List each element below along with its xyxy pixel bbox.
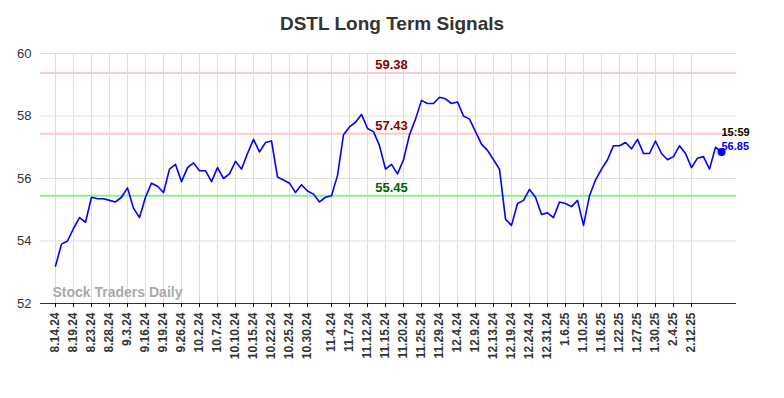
svg-text:59.38: 59.38 xyxy=(375,57,408,72)
svg-text:1.16.25: 1.16.25 xyxy=(594,312,608,352)
svg-text:60: 60 xyxy=(17,46,31,61)
svg-text:1.30.25: 1.30.25 xyxy=(648,312,662,352)
svg-text:11.15.24: 11.15.24 xyxy=(378,312,392,358)
svg-text:12.9.24: 12.9.24 xyxy=(468,312,482,352)
svg-text:10.15.24: 10.15.24 xyxy=(246,312,260,359)
svg-text:11.12.24: 11.12.24 xyxy=(360,312,374,358)
svg-text:1.22.25: 1.22.25 xyxy=(612,312,626,352)
svg-text:11.4.24: 11.4.24 xyxy=(324,312,338,352)
svg-text:11.20.24: 11.20.24 xyxy=(396,312,410,358)
html-text:DSTL Long Term Signals: DSTL Long Term Signals xyxy=(279,13,505,34)
svg-text:1.10.25: 1.10.25 xyxy=(576,312,590,352)
svg-text:11.25.24: 11.25.24 xyxy=(414,312,428,358)
svg-text:11.29.24: 11.29.24 xyxy=(432,312,446,358)
svg-text:11.7.24: 11.7.24 xyxy=(342,312,356,352)
svg-text:9.26.24: 9.26.24 xyxy=(174,312,188,352)
svg-text:12.31.24: 12.31.24 xyxy=(540,312,554,359)
svg-text:1.6.25: 1.6.25 xyxy=(558,312,572,346)
svg-text:12.19.24: 12.19.24 xyxy=(504,312,518,359)
svg-text:1.27.25: 1.27.25 xyxy=(630,312,644,352)
svg-text:10.7.24: 10.7.24 xyxy=(210,312,224,352)
svg-text:2.4.25: 2.4.25 xyxy=(666,312,680,346)
svg-text:12.4.24: 12.4.24 xyxy=(450,312,464,352)
svg-text:10.10.24: 10.10.24 xyxy=(228,312,242,359)
svg-text:9.19.24: 9.19.24 xyxy=(156,312,170,352)
svg-text:8.23.24: 8.23.24 xyxy=(84,312,98,352)
svg-text:9.3.24: 9.3.24 xyxy=(120,312,134,346)
svg-text:10.25.24: 10.25.24 xyxy=(282,312,296,359)
svg-text:58: 58 xyxy=(17,108,31,123)
svg-text:10.2.24: 10.2.24 xyxy=(192,312,206,352)
svg-text:9.16.24: 9.16.24 xyxy=(138,312,152,352)
svg-text:55.45: 55.45 xyxy=(375,180,408,195)
svg-text:12.13.24: 12.13.24 xyxy=(486,312,500,359)
svg-text:10.22.24: 10.22.24 xyxy=(264,312,278,359)
svg-text:54: 54 xyxy=(17,233,31,248)
svg-text:12.24.24: 12.24.24 xyxy=(522,312,536,359)
svg-text:57.43: 57.43 xyxy=(375,118,408,133)
svg-text:8.19.24: 8.19.24 xyxy=(66,312,80,352)
svg-text:10.30.24: 10.30.24 xyxy=(300,312,314,359)
svg-text:15:59: 15:59 xyxy=(722,126,750,138)
svg-text:Stock Traders Daily: Stock Traders Daily xyxy=(53,284,183,300)
svg-text:8.28.24: 8.28.24 xyxy=(102,312,116,352)
svg-text:56: 56 xyxy=(17,171,31,186)
svg-text:2.12.25: 2.12.25 xyxy=(684,312,698,352)
svg-text:52: 52 xyxy=(17,296,31,311)
svg-text:8.14.24: 8.14.24 xyxy=(48,312,62,352)
svg-text:56.85: 56.85 xyxy=(722,140,750,152)
